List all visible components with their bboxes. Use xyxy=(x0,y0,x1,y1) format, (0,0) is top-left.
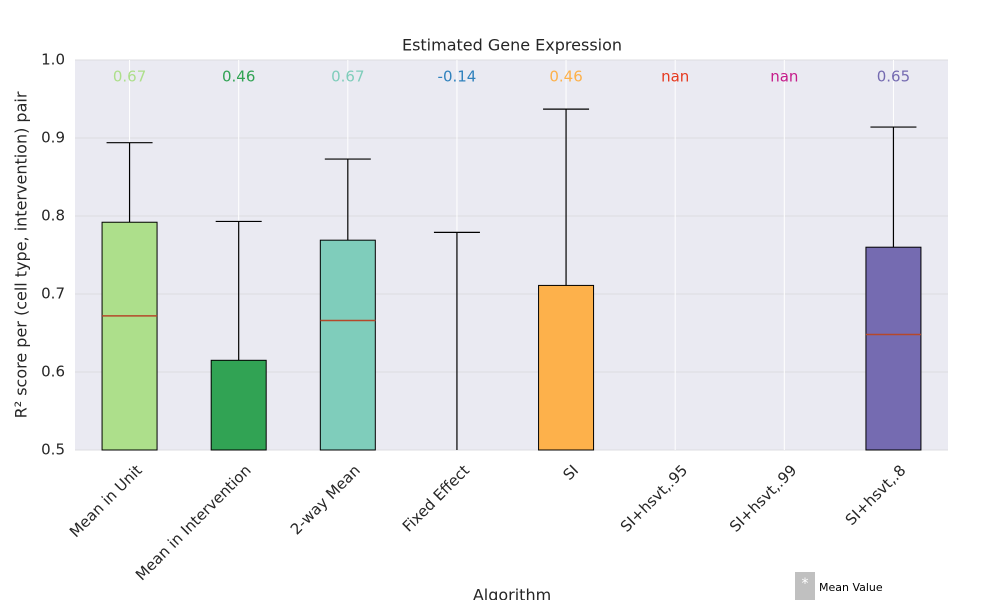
x-tick-label: SI+hsvt,.8 xyxy=(842,461,910,529)
y-tick-label: 0.7 xyxy=(41,285,65,303)
box xyxy=(865,246,922,451)
x-tick-label: SI+hsvt,.99 xyxy=(726,461,800,535)
chart-title: Estimated Gene Expression xyxy=(402,36,622,55)
box xyxy=(319,239,376,451)
box xyxy=(538,284,595,451)
mean-label: 0.67 xyxy=(113,68,146,86)
box xyxy=(210,359,267,451)
y-tick-label: 1.0 xyxy=(41,51,65,69)
mean-label: nan xyxy=(770,68,798,86)
x-axis-label: Algorithm xyxy=(473,586,551,601)
mean-label: 0.46 xyxy=(222,68,255,86)
y-tick-label: 0.8 xyxy=(41,207,65,225)
x-tick-label: SI+hsvt,.95 xyxy=(617,461,691,535)
legend-swatch xyxy=(795,572,815,600)
y-axis-label: R² score per (cell type, intervention) p… xyxy=(12,91,31,418)
mean-label: -0.14 xyxy=(438,68,477,86)
mean-label: 0.67 xyxy=(331,68,364,86)
legend-symbol: * xyxy=(802,576,809,592)
plot-area xyxy=(75,60,948,450)
x-tick-label: Mean in Intervention xyxy=(132,461,255,584)
x-tick-label: Mean in Unit xyxy=(66,461,146,541)
x-tick-label: Fixed Effect xyxy=(399,461,473,535)
mean-label: 0.65 xyxy=(877,68,910,86)
box xyxy=(101,221,158,451)
x-tick-label: 2-way Mean xyxy=(287,461,364,538)
y-tick-label: 0.5 xyxy=(41,441,65,459)
y-tick-label: 0.6 xyxy=(41,363,65,381)
mean-label: nan xyxy=(661,68,689,86)
mean-label: 0.46 xyxy=(549,68,582,86)
x-tick-label: SI xyxy=(559,461,582,484)
legend-label: Mean Value xyxy=(819,581,883,594)
y-tick-label: 0.9 xyxy=(41,129,65,147)
